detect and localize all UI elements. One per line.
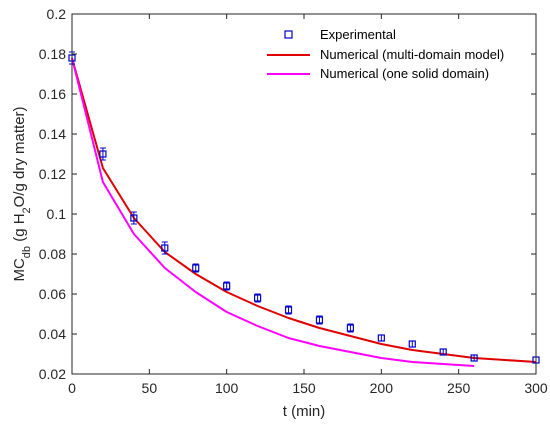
data-marker-square xyxy=(377,334,385,342)
x-tick-label: 300 xyxy=(524,380,548,396)
x-tick-label: 250 xyxy=(447,380,471,396)
legend-marker-experimental xyxy=(284,30,293,39)
data-point-experimental xyxy=(223,281,231,291)
data-point-experimental xyxy=(408,340,416,348)
y-axis-label-base: MC xyxy=(11,258,28,281)
series-line-1 xyxy=(71,57,537,363)
data-marker-square xyxy=(346,324,354,332)
x-tick-label: 0 xyxy=(68,380,76,396)
y-axis-label: MCdb (g H2O/g dry matter) xyxy=(11,106,33,281)
data-point-experimental xyxy=(130,211,138,225)
data-point-experimental xyxy=(439,348,447,356)
data-marker-square xyxy=(439,348,447,356)
y-axis-label-unit-start: (g H xyxy=(11,213,28,246)
x-tick-label: 200 xyxy=(370,380,394,396)
x-tick-label: 150 xyxy=(292,380,316,396)
y-axis-label-unit-end: O/g dry matter) xyxy=(11,106,28,207)
data-marker-square xyxy=(315,316,324,324)
data-point-experimental xyxy=(377,334,385,342)
y-axis-label-subscript: db xyxy=(21,246,33,258)
data-marker-square xyxy=(130,214,138,222)
data-marker-square xyxy=(161,244,169,252)
data-marker-square xyxy=(254,294,262,302)
y-tick-label: 0.2 xyxy=(47,6,67,22)
series-layer xyxy=(68,51,540,367)
y-tick-label: 0.18 xyxy=(39,46,66,62)
y-tick-label: 0.12 xyxy=(39,166,66,182)
data-point-experimental xyxy=(470,354,478,362)
legend-entry-experimental: Experimental xyxy=(320,27,396,42)
data-marker-square xyxy=(192,264,200,272)
data-point-experimental xyxy=(346,323,354,333)
data-marker-square xyxy=(223,282,231,290)
data-marker-square xyxy=(470,354,478,362)
data-point-experimental xyxy=(161,241,169,255)
ticks-layer: 0 50 100 150 200 250 300 0.02 0.04 0.06 0.08 0.1 0.1… xyxy=(39,6,548,396)
data-point-experimental xyxy=(284,305,293,315)
x-axis-label: t (min) xyxy=(283,403,326,420)
y-tick-label: 0.04 xyxy=(39,326,66,342)
y-tick-label: 0.08 xyxy=(39,246,66,262)
data-marker-square xyxy=(99,150,107,158)
legend-entry-one-solid-domain: Numerical (one solid domain) xyxy=(320,66,489,81)
y-tick-label: 0.02 xyxy=(39,366,66,382)
y-tick-label: 0.1 xyxy=(47,206,67,222)
y-axis-label-subscript-2: 2 xyxy=(21,207,33,213)
y-tick-label: 0.06 xyxy=(39,286,66,302)
x-tick-label: 50 xyxy=(142,380,158,396)
data-point-experimental xyxy=(254,293,262,303)
legend: Experimental Numerical (multi-domain mod… xyxy=(256,22,528,88)
legend-entry-multi-domain: Numerical (multi-domain model) xyxy=(320,47,504,62)
data-point-experimental xyxy=(315,315,324,325)
series-line-2 xyxy=(71,57,475,367)
data-marker-square xyxy=(408,340,416,348)
y-tick-label: 0.16 xyxy=(39,86,66,102)
data-point-experimental xyxy=(192,263,200,273)
y-tick-label: 0.14 xyxy=(39,126,66,142)
data-point-experimental xyxy=(99,147,107,161)
data-marker-square xyxy=(284,306,293,314)
x-tick-label: 100 xyxy=(215,380,239,396)
